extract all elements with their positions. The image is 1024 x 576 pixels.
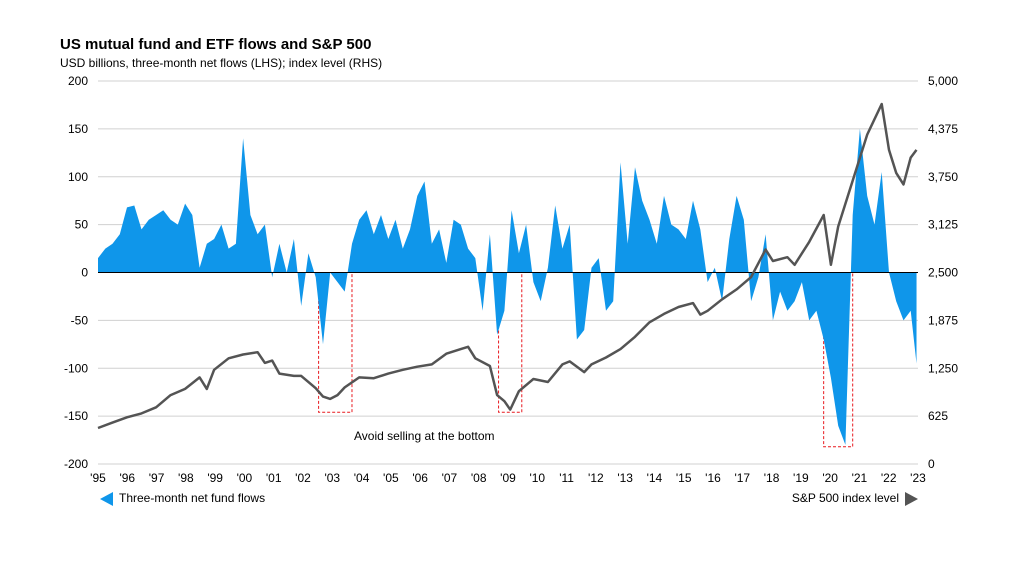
x-tick-label: '20 bbox=[822, 471, 838, 485]
x-tick-label: '09 bbox=[500, 471, 516, 485]
right-tick-label: 1,875 bbox=[928, 313, 958, 327]
right-tick-label: 0 bbox=[928, 457, 935, 471]
right-tick-label: 625 bbox=[928, 409, 948, 423]
x-tick-label: '07 bbox=[442, 471, 458, 485]
x-tick-label: '95 bbox=[90, 471, 106, 485]
x-tick-label: '99 bbox=[207, 471, 223, 485]
x-tick-label: '23 bbox=[910, 471, 926, 485]
x-tick-label: '97 bbox=[149, 471, 165, 485]
legend-flows: Three-month net fund flows bbox=[100, 491, 265, 506]
highlight-box bbox=[823, 272, 854, 448]
left-tick-label: -150 bbox=[64, 409, 88, 423]
x-tick-label: '05 bbox=[383, 471, 399, 485]
legend-index-label: S&P 500 index level bbox=[791, 491, 899, 505]
left-tick-label: -200 bbox=[64, 457, 88, 471]
legend-flows-label: Three-month net fund flows bbox=[119, 491, 266, 505]
x-tick-label: '04 bbox=[354, 471, 370, 485]
left-tick-label: 50 bbox=[75, 218, 89, 232]
x-tick-label: '22 bbox=[881, 471, 897, 485]
left-tick-label: -50 bbox=[71, 313, 89, 327]
x-tick-label: '10 bbox=[529, 471, 545, 485]
x-tick-label: '96 bbox=[119, 471, 135, 485]
left-axis-ticks: 200 150 100 50 0 -50 -100 -150 -200 bbox=[64, 74, 88, 471]
right-arrow-icon bbox=[905, 491, 918, 506]
x-tick-label: '12 bbox=[588, 471, 604, 485]
x-tick-label: '18 bbox=[764, 471, 780, 485]
x-tick-label: '13 bbox=[617, 471, 633, 485]
x-tick-label: '15 bbox=[676, 471, 692, 485]
x-tick-label: '03 bbox=[324, 471, 340, 485]
right-tick-label: 3,750 bbox=[928, 170, 958, 184]
right-axis-ticks: 5,000 4,375 3,750 3,125 2,500 1,875 1,250 625 0 bbox=[928, 74, 958, 471]
right-tick-label: 4,375 bbox=[928, 122, 958, 136]
x-tick-label: '16 bbox=[705, 471, 721, 485]
gridlines bbox=[98, 80, 918, 465]
left-tick-label: 100 bbox=[68, 170, 88, 184]
left-tick-label: 200 bbox=[68, 74, 88, 88]
x-tick-label: '17 bbox=[734, 471, 750, 485]
x-tick-label: '11 bbox=[559, 471, 574, 485]
flows-area-series bbox=[98, 128, 917, 445]
x-tick-label: '06 bbox=[412, 471, 428, 485]
x-tick-label: '14 bbox=[647, 471, 663, 485]
x-tick-label: '02 bbox=[295, 471, 311, 485]
x-axis-ticks: '95 '96 '97 '98 '99 '00 '01 '02 '03 '04 '05 '06 '07 '… bbox=[90, 471, 926, 485]
left-tick-label: 150 bbox=[68, 122, 88, 136]
right-tick-label: 2,500 bbox=[928, 266, 958, 280]
x-tick-label: '01 bbox=[266, 471, 282, 485]
x-tick-label: '21 bbox=[852, 471, 868, 485]
left-arrow-icon bbox=[100, 491, 113, 506]
right-tick-label: 5,000 bbox=[928, 74, 958, 88]
x-tick-label: '98 bbox=[178, 471, 194, 485]
legend-index: S&P 500 index level bbox=[792, 491, 918, 506]
x-tick-label: '19 bbox=[793, 471, 809, 485]
left-tick-label: -100 bbox=[64, 361, 88, 375]
left-tick-label: 0 bbox=[81, 266, 88, 280]
annotation-label: Avoid selling at the bottom bbox=[354, 429, 495, 443]
chart-subtitle: USD billions, three-month net flows (LHS… bbox=[60, 56, 383, 70]
chart-title: US mutual fund and ETF flows and S&P 500 bbox=[60, 36, 372, 53]
index-line-series bbox=[97, 102, 918, 430]
x-tick-label: '00 bbox=[237, 471, 253, 485]
right-tick-label: 3,125 bbox=[928, 218, 958, 232]
right-tick-label: 1,250 bbox=[928, 361, 958, 375]
x-tick-label: '08 bbox=[471, 471, 487, 485]
